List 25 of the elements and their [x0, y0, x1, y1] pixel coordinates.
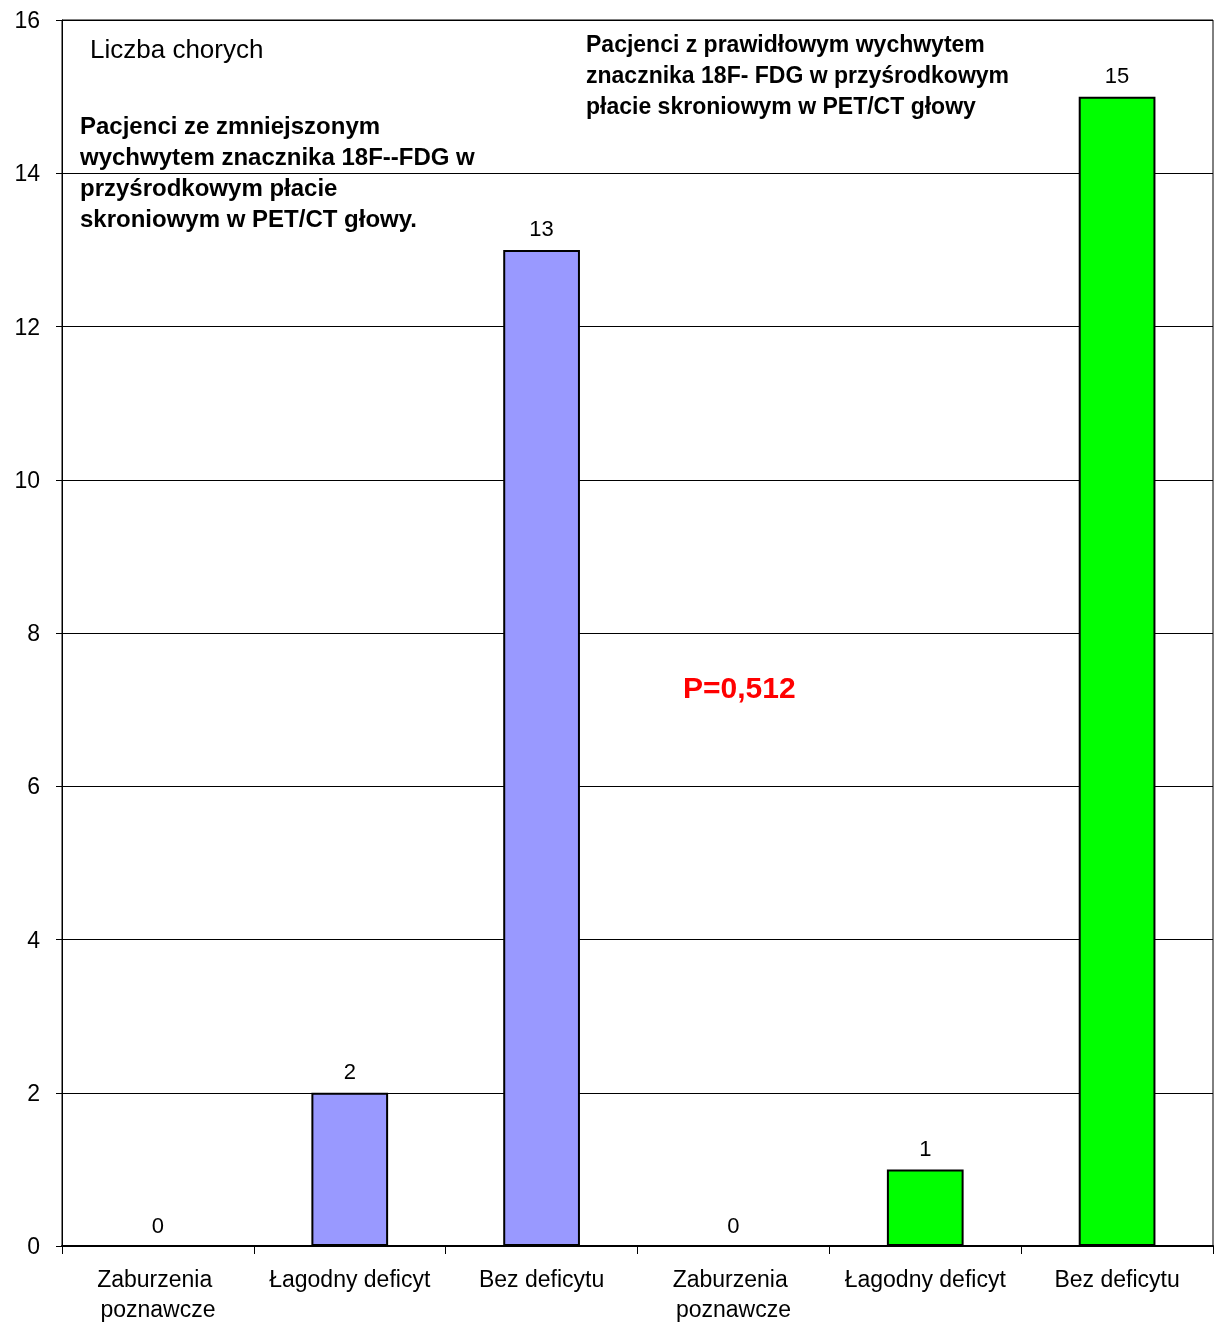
- annotation: P=0,512: [683, 671, 796, 704]
- y-axis-title: Liczba chorych: [90, 34, 264, 64]
- y-tick-label: 2: [27, 1079, 40, 1106]
- x-tick-label: Zaburzenia poznawcze: [672, 1266, 795, 1322]
- y-tick-label: 16: [14, 7, 40, 33]
- x-tick-label: Łagodny deficyt: [844, 1266, 1007, 1292]
- y-tick-label: 8: [27, 620, 40, 646]
- y-tick-label: 6: [27, 773, 40, 800]
- x-tick-label: Łagodny deficyt: [269, 1266, 431, 1292]
- y-tick-label: 0: [27, 1233, 40, 1259]
- annotation: Pacjenci ze zmniejszonym wychwytem znacznika 18F--FDG w przyśrodkowym płacie skroniowym w PET/CT głowy.: [79, 112, 482, 232]
- x-tick-label: Bez deficytu: [1054, 1266, 1180, 1292]
- x-tick-label: Zaburzenia poznawcze: [97, 1266, 219, 1322]
- data-label: 0: [151, 1212, 165, 1238]
- data-label: 1: [919, 1135, 932, 1161]
- data-label: 13: [529, 216, 554, 242]
- x-tick-label: Bez deficytu: [478, 1266, 605, 1292]
- y-tick-label: 12: [14, 313, 40, 340]
- y-tick-label: 4: [27, 926, 41, 953]
- y-tick-label: 10: [14, 466, 40, 493]
- data-label: 2: [343, 1059, 356, 1085]
- annotation: Pacjenci z prawidłowym wychwytem znacznika 18F- FDG w przyśrodkowym płacie skroniowym w PET/CT głowy: [586, 30, 1016, 119]
- data-label: 15: [1104, 63, 1130, 89]
- y-tick-label: 14: [14, 160, 41, 187]
- data-label: 0: [727, 1212, 740, 1238]
